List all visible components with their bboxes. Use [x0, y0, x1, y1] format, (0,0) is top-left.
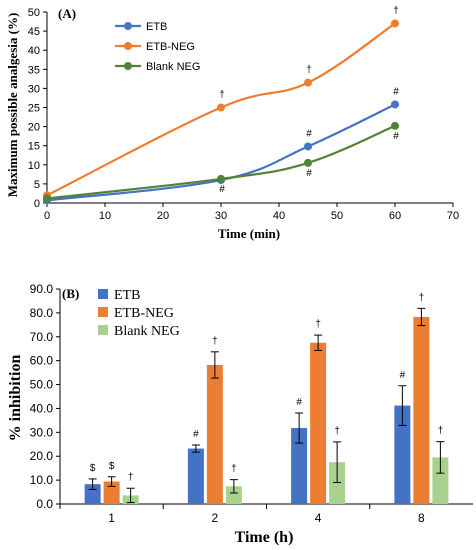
a-data-point	[304, 78, 312, 87]
b-bar-etb-neg	[310, 342, 327, 504]
a-y-tick-label: 5	[34, 179, 40, 191]
a-significance-mark: #	[393, 86, 399, 97]
a-y-tick-label: 20	[28, 122, 40, 134]
a-legend-label: Blank NEG	[146, 61, 200, 73]
a-x-tick-label: 70	[447, 210, 459, 222]
b-significance-mark: †	[419, 292, 425, 303]
b-significance-mark: #	[400, 370, 406, 381]
b-bar-etb	[291, 428, 308, 504]
a-x-tick-label: 60	[389, 210, 401, 222]
b-y-tick-label: 0.0	[36, 497, 53, 511]
b-y-tick-label: 40.0	[30, 401, 54, 415]
b-significance-mark: #	[193, 429, 199, 440]
a-data-point	[43, 194, 51, 203]
a-series-line-etb-neg	[46, 22, 396, 197]
a-x-tick-label: 30	[215, 210, 227, 222]
a-data-point	[304, 142, 312, 151]
b-bar-etb-neg	[413, 316, 430, 504]
panel-a-label: (A)	[58, 6, 76, 21]
a-legend-marker	[124, 62, 132, 70]
b-significance-mark: $	[90, 463, 96, 474]
a-y-tick-label: 25	[28, 103, 40, 115]
b-y-tick-label: 80.0	[30, 306, 54, 320]
b-y-tick-label: 10.0	[30, 473, 54, 487]
panel-a-line-chart: (A) Maximum possible analgesia (%) Time …	[5, 5, 459, 241]
b-y-tick-label: 50.0	[30, 378, 54, 392]
a-legend-label: ETB	[146, 21, 167, 33]
b-x-tick-label: 1	[108, 511, 115, 525]
a-x-tick-label: 20	[157, 210, 169, 222]
a-significance-mark: #	[306, 128, 312, 139]
a-significance-mark: #	[219, 184, 225, 195]
b-legend-swatch	[98, 289, 108, 299]
a-significance-mark: †	[219, 90, 225, 101]
b-significance-mark: $	[109, 461, 115, 472]
a-significance-mark: #	[393, 131, 399, 142]
b-bar-blank-neg	[432, 457, 449, 504]
b-significance-mark: #	[296, 397, 302, 408]
a-significance-mark: †	[306, 65, 312, 76]
b-y-tick-label: 60.0	[30, 354, 54, 368]
b-significance-mark: †	[315, 319, 321, 330]
a-legend-marker	[124, 22, 132, 30]
b-legend-swatch	[98, 325, 108, 335]
a-y-tick-label: 15	[28, 141, 40, 153]
b-significance-mark: †	[212, 336, 218, 347]
a-series-line-blank-neg	[46, 124, 396, 200]
b-x-tick-label: 2	[212, 511, 219, 525]
a-data-point	[217, 103, 225, 112]
panel-b-x-axis-title: Time (h)	[235, 529, 294, 546]
a-x-tick-label: 40	[273, 210, 285, 222]
b-legend-swatch	[98, 307, 108, 317]
a-y-tick-label: 0	[34, 198, 40, 210]
a-x-tick-label: 0	[44, 210, 50, 222]
b-x-tick-label: 4	[315, 511, 322, 525]
panel-b-bar-chart: (B) % inhibition Time (h) 0.0 10.0 20.0 30.…	[7, 282, 473, 546]
b-legend-label: ETB	[114, 288, 140, 303]
b-y-tick-label: 20.0	[30, 449, 54, 463]
a-legend-marker	[124, 42, 132, 50]
b-bar-blank-neg	[329, 462, 346, 504]
panel-a-y-axis-title: Maximum possible analgesia (%)	[5, 13, 20, 198]
b-y-tick-label: 70.0	[30, 330, 54, 344]
b-legend-label: ETB-NEG	[114, 306, 174, 321]
b-bar-etb	[394, 405, 411, 504]
a-data-point	[217, 174, 225, 183]
a-y-tick-label: 35	[28, 64, 40, 76]
a-x-tick-label: 50	[331, 210, 343, 222]
a-y-tick-label: 50	[28, 7, 40, 19]
a-y-tick-label: 30	[28, 83, 40, 95]
b-bar-etb-neg	[103, 481, 120, 504]
a-y-tick-label: 45	[28, 26, 40, 38]
a-x-tick-label: 10	[99, 210, 111, 222]
a-legend-label: ETB-NEG	[146, 41, 195, 53]
b-bar-blank-neg	[225, 486, 242, 504]
b-significance-mark: †	[231, 464, 237, 475]
b-significance-mark: †	[334, 426, 340, 437]
a-significance-mark: †	[393, 5, 399, 16]
b-bar-etb-neg	[206, 364, 223, 504]
a-y-tick-label: 10	[28, 160, 40, 172]
a-significance-mark: #	[306, 168, 312, 179]
a-y-tick-label: 40	[28, 45, 40, 57]
a-data-point	[391, 121, 399, 130]
a-data-point	[304, 158, 312, 167]
a-data-point	[391, 19, 399, 28]
b-significance-mark: †	[438, 426, 444, 437]
b-significance-mark: †	[128, 472, 134, 483]
a-series-line-etb	[46, 103, 396, 202]
panel-b-label: (B)	[62, 286, 79, 301]
panel-b-y-axis-title: % inhibition	[7, 355, 24, 442]
b-y-tick-label: 30.0	[30, 425, 54, 439]
b-legend-label: Blank NEG	[114, 324, 180, 339]
b-bar-etb	[187, 448, 204, 504]
b-x-tick-label: 8	[418, 511, 425, 525]
b-y-tick-label: 90.0	[30, 282, 54, 296]
a-data-point	[391, 100, 399, 109]
panel-a-x-axis-title: Time (min)	[218, 226, 280, 241]
